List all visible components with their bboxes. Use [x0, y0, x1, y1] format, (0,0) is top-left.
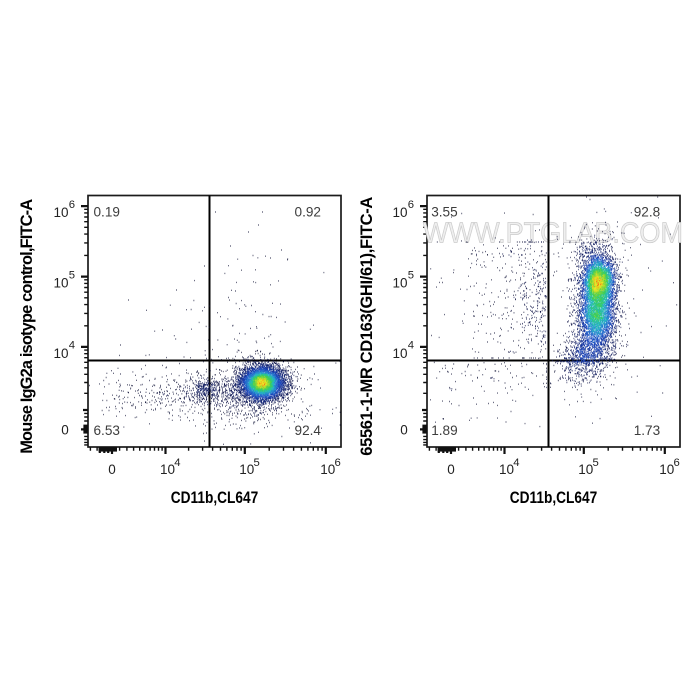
svg-text:6: 6 [69, 199, 75, 211]
svg-text:10: 10 [499, 462, 514, 477]
svg-text:CD11b,CL647: CD11b,CL647 [510, 488, 598, 507]
svg-text:10: 10 [239, 462, 254, 477]
svg-text:92.4: 92.4 [295, 423, 322, 438]
svg-text:10: 10 [160, 462, 175, 477]
svg-text:6.53: 6.53 [94, 423, 120, 438]
svg-text:3.55: 3.55 [431, 204, 457, 219]
svg-text:1.73: 1.73 [634, 423, 660, 438]
svg-text:0.92: 0.92 [295, 204, 321, 219]
svg-text:10: 10 [53, 346, 68, 361]
svg-text:1.89: 1.89 [431, 423, 457, 438]
svg-text:10: 10 [53, 276, 68, 291]
svg-text:0: 0 [108, 462, 116, 477]
svg-text:6: 6 [335, 457, 341, 469]
svg-text:92.8: 92.8 [634, 204, 660, 219]
svg-text:10: 10 [392, 276, 407, 291]
svg-text:4: 4 [69, 340, 75, 352]
svg-text:10: 10 [578, 462, 593, 477]
svg-text:CD11b,CL647: CD11b,CL647 [171, 488, 259, 507]
svg-text:0.19: 0.19 [94, 204, 120, 219]
svg-text:10: 10 [392, 205, 407, 220]
svg-text:0: 0 [61, 422, 69, 437]
svg-text:WWW.PTGLAB.COM: WWW.PTGLAB.COM [423, 218, 683, 250]
svg-text:4: 4 [174, 457, 180, 469]
svg-text:5: 5 [408, 269, 414, 281]
svg-text:0: 0 [447, 462, 455, 477]
svg-text:10: 10 [392, 346, 407, 361]
svg-text:5: 5 [69, 269, 75, 281]
svg-text:4: 4 [408, 340, 414, 352]
svg-text:5: 5 [593, 457, 599, 469]
svg-text:Mouse IgG2a isotype control,FI: Mouse IgG2a isotype control,FITC-A [18, 199, 36, 454]
svg-text:10: 10 [53, 205, 68, 220]
svg-text:6: 6 [408, 199, 414, 211]
svg-text:4: 4 [513, 457, 519, 469]
svg-text:0: 0 [400, 422, 408, 437]
svg-text:5: 5 [254, 457, 260, 469]
svg-text:10: 10 [320, 462, 335, 477]
svg-text:6: 6 [674, 457, 680, 469]
svg-text:65561-1-MR CD163(GHI/61),FITC-: 65561-1-MR CD163(GHI/61),FITC-A [358, 197, 376, 456]
svg-text:10: 10 [659, 462, 674, 477]
